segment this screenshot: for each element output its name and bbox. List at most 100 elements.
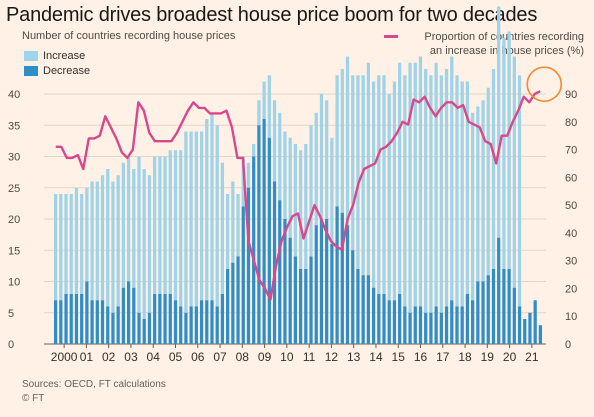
- bar-decrease: [189, 306, 193, 344]
- bar-increase: [85, 187, 89, 282]
- bar-increase: [231, 181, 235, 263]
- bar-decrease: [236, 256, 240, 344]
- x-tick-label: 12: [325, 350, 339, 364]
- legend-item-increase: Increase: [24, 48, 90, 63]
- bar-decrease: [267, 137, 271, 344]
- bar-decrease: [147, 312, 152, 344]
- bar-increase: [439, 75, 443, 313]
- bar-decrease: [53, 300, 58, 344]
- bar-increase: [283, 131, 287, 219]
- bar-decrease: [64, 294, 68, 344]
- bar-decrease: [246, 187, 251, 344]
- bar-decrease: [95, 300, 99, 344]
- increase-swatch: [24, 50, 38, 61]
- bar-decrease: [90, 300, 94, 344]
- bar-decrease: [455, 306, 459, 344]
- bar-decrease: [507, 269, 511, 344]
- bar-increase: [471, 112, 475, 301]
- right-tick-label: 40: [565, 228, 577, 240]
- bar-increase: [444, 69, 449, 307]
- bar-decrease: [100, 300, 105, 344]
- bar-decrease: [460, 306, 464, 344]
- bar-increase: [116, 175, 120, 307]
- bar-increase: [314, 112, 318, 226]
- line-legend-label-line2: an increase in house prices (%): [429, 45, 584, 57]
- bar-decrease: [262, 119, 266, 344]
- bar-increase: [189, 131, 193, 307]
- x-tick-label: 04: [147, 350, 161, 364]
- x-tick-label: 19: [481, 350, 495, 364]
- bar-increase: [210, 112, 214, 301]
- right-tick-label: 10: [565, 311, 577, 323]
- bar-increase: [205, 119, 209, 301]
- x-tick-label: 11: [303, 350, 316, 364]
- bar-decrease: [377, 294, 381, 344]
- bar-increase: [220, 162, 225, 294]
- bar-decrease: [450, 300, 454, 344]
- bar-increase: [387, 94, 391, 301]
- bar-decrease: [74, 294, 79, 344]
- x-tick-label: 15: [392, 350, 406, 364]
- bar-increase: [199, 131, 204, 301]
- bar-increase: [304, 144, 308, 269]
- right-tick-label: 20: [565, 283, 577, 295]
- bar-increase: [408, 62, 412, 313]
- bar-decrease: [137, 312, 141, 344]
- bar-decrease: [319, 219, 324, 344]
- left-tick-label: 25: [8, 183, 20, 195]
- right-tick-label: 90: [565, 89, 577, 101]
- bar-increase: [450, 56, 454, 301]
- bar-increase: [168, 150, 172, 294]
- x-tick-label: 13: [347, 350, 361, 364]
- bar-increase: [80, 194, 84, 294]
- bar-decrease: [418, 306, 423, 344]
- bar-increase: [53, 194, 58, 301]
- bar-decrease: [309, 256, 313, 344]
- bar-increase: [246, 162, 251, 188]
- x-tick-label: 10: [280, 350, 294, 364]
- line-legend: Proportion of countries recording an inc…: [384, 30, 584, 58]
- bar-increase: [309, 125, 313, 257]
- bar-decrease: [523, 319, 527, 344]
- bar-decrease: [481, 281, 485, 344]
- bar-decrease: [304, 269, 308, 344]
- bar-increase: [340, 69, 344, 213]
- bar-decrease: [132, 287, 136, 344]
- bar-decrease: [356, 269, 360, 344]
- bar-decrease: [142, 319, 146, 344]
- bar-decrease: [434, 306, 438, 344]
- bar-increase: [497, 6, 501, 238]
- bar-legend: Increase Decrease: [24, 48, 90, 78]
- bar-decrease: [205, 300, 209, 344]
- bar-increase: [111, 181, 115, 313]
- bar-decrease: [210, 300, 214, 344]
- bar-decrease: [199, 300, 204, 344]
- left-tick-label: 5: [8, 308, 14, 320]
- bar-increase: [137, 156, 141, 313]
- x-tick-label: 2000: [51, 350, 78, 364]
- chart-title: Pandemic drives broadest house price boo…: [6, 4, 538, 26]
- bar-decrease: [330, 244, 334, 344]
- left-tick-label: 30: [8, 152, 20, 164]
- bar-decrease: [413, 306, 417, 344]
- bar-decrease: [366, 275, 370, 344]
- bar-decrease: [314, 225, 318, 344]
- bar-decrease: [194, 306, 198, 344]
- bar-increase: [267, 75, 271, 138]
- bar-increase: [491, 69, 496, 269]
- bar-increase: [455, 75, 459, 307]
- left-axis-label: Number of countries recording house pric…: [22, 30, 236, 42]
- bar-increase: [392, 81, 397, 301]
- x-tick-label: 01: [80, 350, 94, 364]
- bar-increase: [132, 169, 136, 288]
- bar-decrease: [116, 306, 120, 344]
- bar-decrease: [502, 269, 506, 344]
- bar-increase: [465, 81, 470, 294]
- bar-decrease: [361, 275, 365, 344]
- x-tick-label: 08: [236, 350, 250, 364]
- bar-increase: [147, 175, 152, 313]
- right-tick-label: 0: [565, 339, 571, 351]
- bar-decrease: [533, 300, 537, 344]
- bar-increase: [319, 94, 324, 219]
- bar-increase: [517, 75, 522, 307]
